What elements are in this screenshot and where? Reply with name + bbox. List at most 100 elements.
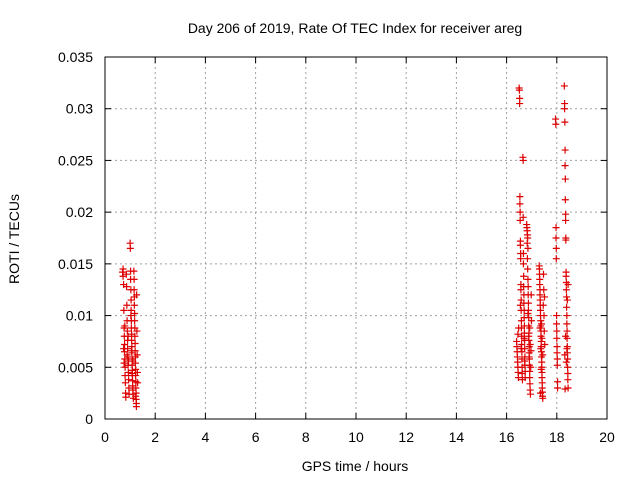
data-point xyxy=(119,265,127,273)
data-point xyxy=(552,244,560,252)
data-point xyxy=(523,239,531,247)
data-point xyxy=(131,332,139,340)
data-point xyxy=(540,312,548,320)
data-point xyxy=(124,345,132,353)
data-point xyxy=(553,355,561,363)
data-point xyxy=(133,327,141,335)
data-point xyxy=(553,320,561,328)
data-point xyxy=(130,275,138,283)
data-point xyxy=(125,376,133,384)
data-point xyxy=(516,241,524,249)
data-point xyxy=(131,359,139,367)
data-point xyxy=(564,384,572,392)
x-tick-label: 0 xyxy=(101,429,109,445)
data-point xyxy=(521,345,529,353)
data-point xyxy=(526,390,534,398)
data-point xyxy=(516,216,524,224)
data-point xyxy=(131,347,139,355)
x-tick-label: 2 xyxy=(151,429,159,445)
data-point xyxy=(539,270,547,278)
chart-title: Day 206 of 2019, Rate Of TEC Index for r… xyxy=(188,20,522,36)
data-point xyxy=(553,343,561,351)
data-point xyxy=(561,118,569,126)
y-tick-label: 0.025 xyxy=(58,152,93,168)
x-tick-label: 10 xyxy=(348,429,364,445)
data-point xyxy=(562,210,570,218)
data-point xyxy=(562,332,570,340)
x-tick-label: 16 xyxy=(499,429,515,445)
x-tick-label: 18 xyxy=(549,429,565,445)
data-point xyxy=(133,368,141,376)
data-point xyxy=(553,327,561,335)
data-point xyxy=(524,299,532,307)
data-point xyxy=(562,236,570,244)
data-point xyxy=(516,200,524,208)
data-point xyxy=(521,357,529,365)
data-point xyxy=(527,363,535,371)
data-point xyxy=(563,293,571,301)
data-point xyxy=(561,175,569,183)
data-point xyxy=(520,272,528,280)
data-point xyxy=(527,347,535,355)
data-point xyxy=(552,234,560,242)
x-tick-label: 12 xyxy=(398,429,414,445)
data-point xyxy=(127,296,135,304)
data-point xyxy=(553,334,561,342)
data-point xyxy=(514,374,522,382)
grid-lines xyxy=(105,57,607,419)
data-point xyxy=(131,339,139,347)
data-point xyxy=(125,384,133,392)
data-point xyxy=(126,244,134,252)
y-tick-label: 0.02 xyxy=(66,204,93,220)
data-point xyxy=(539,351,547,359)
data-point xyxy=(553,349,561,357)
data-point xyxy=(517,255,525,263)
data-point xyxy=(563,327,571,335)
x-tick-label: 4 xyxy=(202,429,210,445)
data-point xyxy=(131,310,139,318)
data-point xyxy=(539,394,547,402)
data-point xyxy=(128,336,136,344)
data-point xyxy=(540,286,548,294)
y-tick-label: 0.015 xyxy=(58,256,93,272)
data-point xyxy=(515,86,523,94)
data-point xyxy=(561,162,569,170)
data-point xyxy=(526,341,534,349)
data-point xyxy=(514,330,522,338)
data-point xyxy=(539,301,547,309)
data-point xyxy=(524,275,532,283)
data-point xyxy=(564,281,572,289)
data-point xyxy=(554,378,562,386)
data-point xyxy=(536,324,544,332)
data-point xyxy=(524,310,532,318)
data-point xyxy=(124,368,132,376)
data-point xyxy=(561,385,569,393)
data-point xyxy=(538,334,546,342)
data-point xyxy=(561,196,569,204)
data-point xyxy=(562,286,570,294)
y-axis-label: ROTI / TECUs xyxy=(6,194,22,284)
data-point xyxy=(133,351,141,359)
data-point xyxy=(519,156,527,164)
data-point xyxy=(134,379,142,387)
data-point xyxy=(121,322,129,330)
data-point xyxy=(516,193,524,201)
data-point xyxy=(127,312,135,320)
data-point xyxy=(537,345,545,353)
x-tick-label: 6 xyxy=(252,429,260,445)
data-point xyxy=(562,358,570,366)
data-point xyxy=(123,351,131,359)
data-point xyxy=(564,376,572,384)
data-point xyxy=(120,359,128,367)
data-point xyxy=(561,146,569,154)
data-point xyxy=(124,332,132,340)
data-point xyxy=(537,365,545,373)
data-point xyxy=(121,341,129,349)
data-point xyxy=(123,327,131,335)
x-tick-labels: 0 2 4 6 8 10 12 14 16 18 20 xyxy=(101,429,615,445)
data-point xyxy=(527,291,535,299)
y-tick-label: 0 xyxy=(85,411,93,427)
data-point xyxy=(519,213,527,221)
data-point xyxy=(519,250,527,258)
data-point xyxy=(554,384,562,392)
